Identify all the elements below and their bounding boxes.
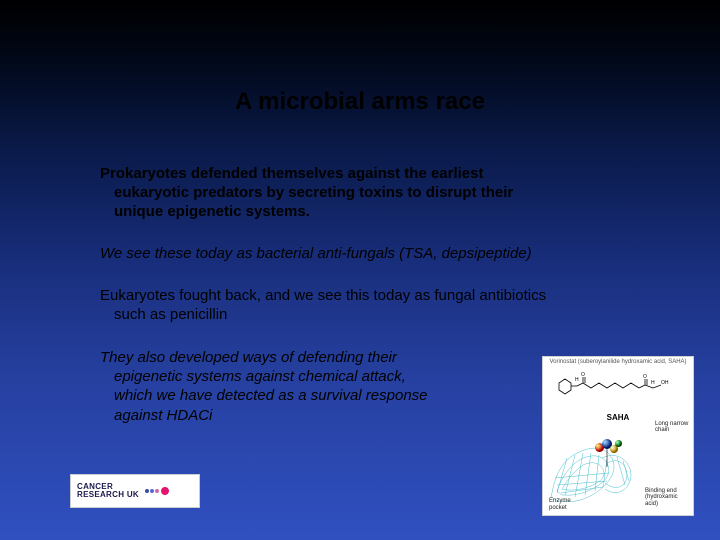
paragraph-eukaryotes: Eukaryotes fought back, and we see this … (100, 286, 660, 324)
p4-line1: They also developed ways of defending th… (100, 349, 397, 366)
saha-diagram: Vorinostat (suberoylanilide hydroxamic a… (542, 356, 694, 516)
annotation-pocket: Enzyme pocket (549, 498, 583, 511)
p3-line2: such as penicillin (100, 305, 660, 324)
cancer-research-uk-logo: CANCER RESEARCH UK (70, 474, 200, 508)
p4-line2: epigenetic systems against chemical atta… (100, 367, 520, 386)
svg-text:O: O (643, 374, 647, 380)
p1-line3: unique epigenetic systems. (100, 202, 660, 221)
p1-line1: Prokaryotes defended themselves against … (100, 165, 484, 182)
p3-line1: Eukaryotes fought back, and we see this … (100, 287, 546, 304)
svg-text:OH: OH (661, 380, 669, 386)
chemical-structure-icon: H O O H OH (553, 371, 685, 401)
logo-line2: RESEARCH UK (77, 491, 139, 499)
paragraph-hdaci: They also developed ways of defending th… (100, 348, 520, 425)
svg-text:O: O (581, 372, 585, 378)
diagram-header: Vorinostat (suberoylanilide hydroxamic a… (543, 357, 693, 366)
p4-line3: which we have detected as a survival res… (100, 386, 520, 405)
annotation-binding: Binding end (hydroxamic acid) (645, 488, 689, 507)
p4-line4: against HDACi (100, 406, 520, 425)
slide-title: A microbial arms race (0, 88, 720, 116)
svg-text:H: H (651, 380, 655, 386)
svg-text:H: H (575, 377, 579, 383)
annotation-chain: Long narrow chain (655, 421, 689, 434)
p1-line2: eukaryotic predators by secreting toxins… (100, 183, 660, 202)
logo-dots-icon (145, 486, 170, 496)
molecule-balls-icon (595, 437, 625, 457)
paragraph-prokaryotes: Prokaryotes defended themselves against … (100, 164, 660, 222)
paragraph-antifungals: We see these today as bacterial anti-fun… (100, 244, 660, 263)
logo-text: CANCER RESEARCH UK (77, 483, 139, 499)
p2-text: We see these today as bacterial anti-fun… (100, 245, 532, 262)
